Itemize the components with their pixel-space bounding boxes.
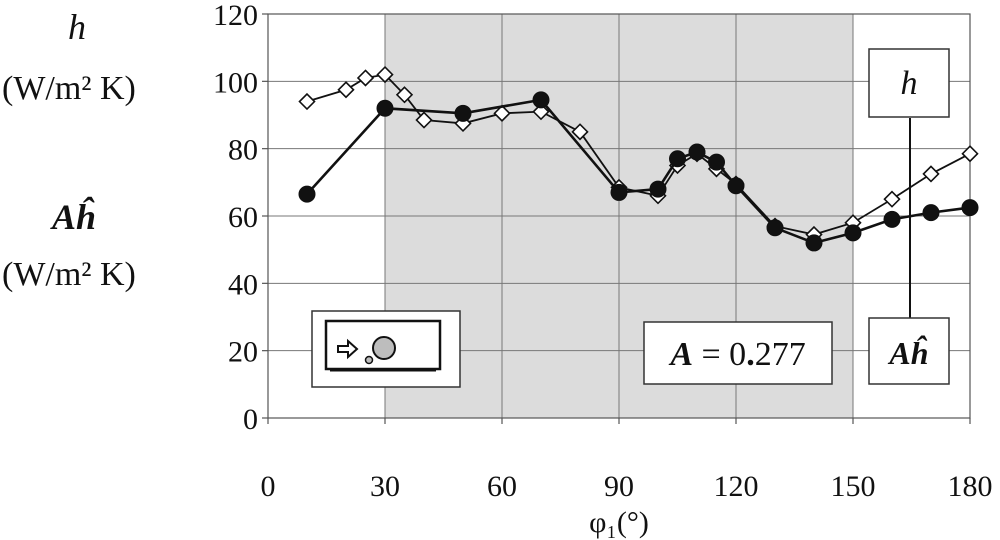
x-tick-label: 180	[948, 470, 993, 503]
y-tick-label: 0	[243, 403, 258, 436]
x-tick-label: 60	[487, 470, 517, 503]
data-point	[376, 99, 394, 117]
y-tick-labels: 0 20 40 60 80 100 120	[213, 0, 258, 436]
series-layer	[298, 65, 979, 252]
data-point	[883, 210, 901, 228]
data-point	[922, 165, 940, 183]
x-axis-label: φ₁(°)	[589, 506, 649, 539]
x-tick-label: 0	[261, 470, 276, 503]
a-dot: .	[746, 336, 755, 373]
data-point	[532, 91, 550, 109]
a-val: 277	[755, 336, 806, 373]
svg-text:A = 0.277: A = 0.277	[668, 336, 805, 373]
flow-arrow-icon	[337, 338, 359, 360]
y-label-ah-unit: (W/m² K)	[2, 256, 136, 293]
data-point	[337, 81, 355, 99]
x-tick-label: 120	[714, 470, 759, 503]
y-label-ah: Aĥ	[52, 197, 97, 237]
data-point	[610, 183, 628, 201]
data-point	[532, 103, 550, 121]
legend-h-label: h	[901, 65, 918, 102]
y-tick-label: 120	[213, 0, 258, 32]
x-tick-labels: 0 30 60 90 120 150 180	[261, 470, 993, 503]
y-tick-label: 100	[213, 66, 258, 99]
data-point	[688, 143, 706, 161]
x-tick-label: 30	[370, 470, 400, 503]
data-point	[708, 153, 725, 171]
a-eq: = 0	[693, 336, 746, 373]
data-point	[493, 104, 511, 122]
legend-h-box: h	[868, 48, 950, 118]
data-point	[376, 65, 394, 84]
data-point	[649, 180, 667, 198]
legend-ah-box: Aĥ	[868, 317, 950, 385]
y-tick-label: 40	[228, 268, 258, 301]
a-value-box: A = 0.277	[643, 321, 833, 385]
data-point	[298, 185, 316, 203]
a-var: A	[668, 336, 693, 373]
data-point	[727, 177, 745, 195]
y-tick-label: 20	[228, 336, 258, 369]
data-point	[961, 199, 979, 217]
small-cylinder-icon	[364, 355, 374, 365]
data-point	[805, 234, 823, 252]
y-label-h: h	[68, 7, 86, 47]
data-point	[766, 219, 784, 237]
data-point	[395, 86, 414, 104]
series-line	[306, 98, 971, 245]
data-point	[356, 69, 375, 87]
large-cylinder-icon	[372, 336, 396, 360]
data-point	[844, 224, 862, 242]
y-tick-label: 60	[228, 201, 258, 234]
y-label-h-unit: (W/m² K)	[2, 70, 136, 107]
data-point	[571, 123, 589, 141]
x-tick-label: 90	[604, 470, 634, 503]
data-point	[883, 190, 901, 208]
data-point	[415, 111, 433, 129]
y-tick-label: 80	[228, 134, 258, 167]
data-point	[961, 145, 979, 163]
legend-ah-label: Aĥ	[887, 335, 928, 371]
data-point	[922, 204, 940, 222]
series-ah	[298, 91, 979, 252]
data-point	[669, 150, 686, 168]
x-tick-label: 150	[831, 470, 876, 503]
data-point	[298, 92, 316, 111]
data-point	[454, 104, 472, 122]
flow-icon-box	[311, 310, 461, 388]
